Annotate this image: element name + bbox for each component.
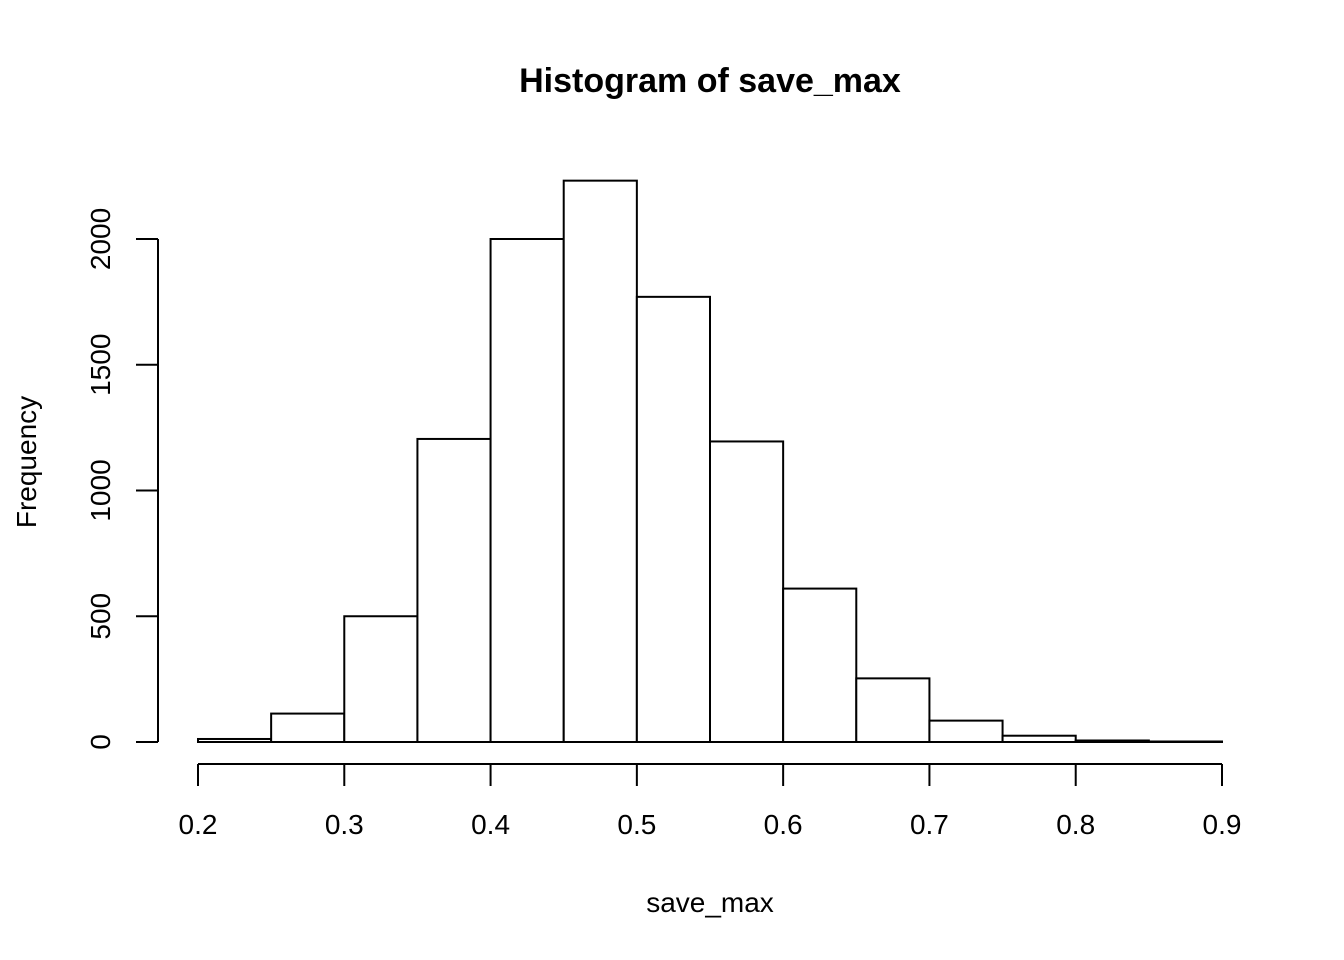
histogram-bar: [197, 737, 273, 743]
x-tick-label: 0.6: [764, 809, 803, 840]
histogram-bar: [562, 179, 638, 744]
histogram-bar: [782, 587, 858, 744]
histogram-bar: [928, 719, 1004, 743]
x-tick-label: 0.7: [910, 809, 949, 840]
x-tick-label: 0.2: [179, 809, 218, 840]
histogram-bar: [343, 615, 419, 743]
histogram-bar: [416, 437, 492, 743]
y-tick-label: 2000: [85, 208, 116, 270]
histogram-bar: [855, 677, 931, 743]
histogram-bar: [1001, 734, 1077, 744]
x-tick-label: 0.3: [325, 809, 364, 840]
histogram-bar: [270, 712, 346, 744]
chart-title: Histogram of save_max: [519, 62, 901, 100]
histogram-bar: [709, 440, 785, 743]
histogram-bar: [1074, 739, 1150, 744]
histogram-bar: [1147, 740, 1224, 744]
y-axis-label: Frequency: [11, 396, 42, 528]
histogram-bar: [489, 238, 565, 743]
x-axis-label: save_max: [646, 887, 774, 918]
bars-group: [197, 179, 1224, 744]
y-tick-label: 500: [85, 593, 116, 640]
histogram-bar: [635, 295, 711, 743]
x-tick-label: 0.9: [1203, 809, 1242, 840]
y-axis: 0 500 1000 1500 2000: [85, 208, 159, 750]
y-tick-label: 1500: [85, 334, 116, 396]
x-axis: 0.2 0.3 0.4 0.5 0.6 0.7 0.8 0.9: [179, 763, 1242, 840]
x-tick-label: 0.8: [1056, 809, 1095, 840]
x-tick-label: 0.5: [617, 809, 656, 840]
y-tick-label: 1000: [85, 459, 116, 521]
x-tick-label: 0.4: [471, 809, 510, 840]
y-tick-label: 0: [85, 734, 116, 750]
